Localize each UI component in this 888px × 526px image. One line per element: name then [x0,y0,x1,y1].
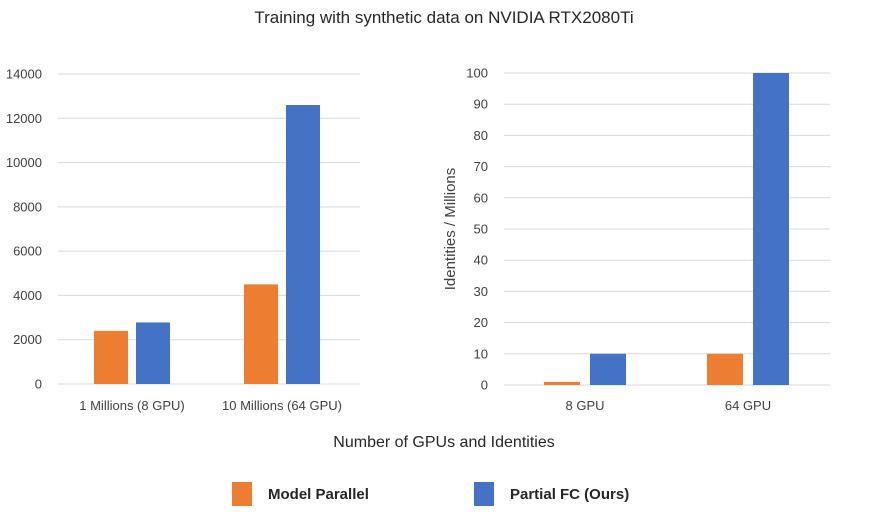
x-tick-label-1-1: 10 Millions (64 GPU) [222,398,342,413]
y-tick-label-1-7: 14000 [6,67,42,82]
legend-item-model-parallel: Model Parallel [232,482,369,506]
y-tick-label-1-1: 2000 [13,332,42,347]
y-tick-label-1-3: 6000 [13,244,42,259]
y-tick-label-2-4: 40 [474,253,488,268]
y-axis-label-2: Identities / Millions [442,168,459,291]
legend-label-partial-fc: Partial FC (Ours) [510,485,630,503]
bar-chart1-model-parallel-2 [244,284,278,384]
legend-label-model-parallel: Model Parallel [268,485,369,503]
x-tick-label-2-0: 8 GPU [565,398,604,413]
y-tick-label-2-0: 0 [481,378,488,393]
bar-chart2-partial-fc-2 [753,73,789,385]
legend-swatch-partial-fc [474,482,494,506]
bar-chart2-partial-fc-1 [590,353,626,385]
bar-chart1-partial-fc-2 [286,105,320,384]
y-tick-label-2-1: 10 [474,346,488,361]
y-tick-label-2-8: 80 [474,128,488,143]
chart-title: Training with synthetic data on NVIDIA R… [254,8,634,27]
y-tick-label-1-6: 12000 [6,111,42,126]
charts-canvas: 0 2000 4000 6000 8000 10000 12000 14000 1 Millio… [6,66,830,413]
y-tick-label-2-7: 70 [474,159,488,174]
bar-chart1-partial-fc-1 [136,322,170,384]
x-tick-label-1-0: 1 Millions (8 GPU) [79,398,184,413]
y-tick-label-1-0: 0 [35,377,42,392]
x-axis-label: Number of GPUs and Identities [333,434,555,451]
y-tick-label-2-2: 20 [474,315,488,330]
y-tick-label-2-5: 50 [474,222,488,237]
bar-chart2-model-parallel-1 [544,381,580,385]
y-tick-label-2-9: 90 [474,97,488,112]
y-tick-label-2-6: 60 [474,190,488,205]
y-tick-label-1-4: 8000 [13,199,42,214]
bar-chart2-model-parallel-2 [707,353,743,385]
y-tick-label-1-5: 10000 [6,155,42,170]
legend-swatch-model-parallel [232,482,252,506]
legend-item-partial-fc: Partial FC (Ours) [474,482,629,506]
y-tick-label-1-2: 4000 [13,288,42,303]
x-tick-label-2-1: 64 GPU [725,398,771,413]
y-tick-label-2-10: 100 [466,66,488,81]
y-tick-label-2-3: 30 [474,284,488,299]
bar-chart1-model-parallel-1 [94,330,128,384]
